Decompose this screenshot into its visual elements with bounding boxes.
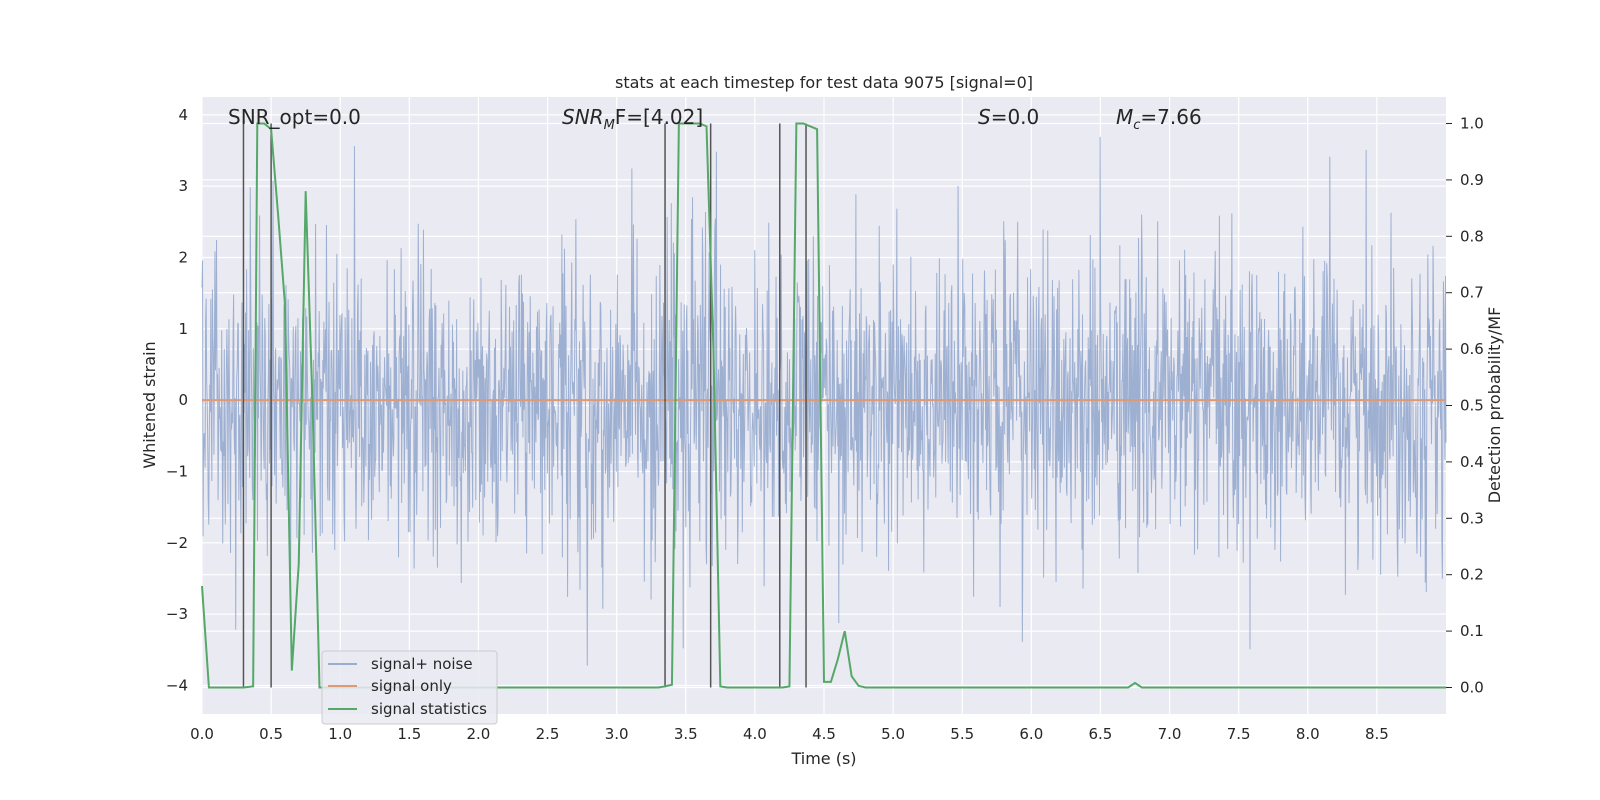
y2-tick-label: 0.2	[1460, 566, 1484, 584]
annotation-snr-mf-rest: F=[4.02]	[615, 105, 703, 129]
x-axis-label: Time (s)	[790, 749, 856, 768]
x-tick-label: 7.0	[1158, 725, 1182, 743]
annotation-snr-mf: SNRMF=[4.02]	[562, 105, 703, 133]
annotation-s-rest: =0.0	[991, 105, 1040, 129]
y-tick-label: −1	[166, 462, 188, 480]
x-tick-label: 5.0	[881, 725, 905, 743]
annotation-s-base: S	[978, 105, 991, 129]
noise-line	[201, 136, 1447, 666]
y2-tick-label: 0.5	[1460, 397, 1484, 415]
x-tick-label: 8.0	[1296, 725, 1320, 743]
x-axis: 0.0 0.5 1.0 1.5 2.0 2.5 3.0 3.5 4.0 4.5 5.0 5.5 6.0 6…	[190, 725, 1389, 743]
x-tick-label: 2.0	[467, 725, 491, 743]
x-tick-label: 3.5	[674, 725, 698, 743]
y2-tick-label: 0.8	[1460, 227, 1484, 245]
y-tick-label: −2	[166, 534, 188, 552]
x-tick-label: 1.5	[397, 725, 421, 743]
x-tick-label: 2.5	[536, 725, 560, 743]
x-tick-label: 1.0	[328, 725, 352, 743]
x-tick-label: 6.0	[1019, 725, 1043, 743]
annotation-mc-rest: =7.66	[1140, 105, 1201, 129]
y-axis-label: Whitened strain	[140, 341, 159, 468]
annotation-snr-mf-base: SNR	[562, 105, 604, 129]
annotation-s: S=0.0	[978, 105, 1039, 129]
x-tick-label: 5.5	[950, 725, 974, 743]
vertical-markers	[242, 123, 807, 688]
x-tick-label: 4.0	[743, 725, 767, 743]
y-axis-right: 1.0 0.9 0.8 0.7 0.6 0.5 0.4 0.3 0.2 0.1 0.0	[1446, 115, 1484, 696]
x-tick-label: 6.5	[1089, 725, 1113, 743]
legend-label-signal-only: signal only	[371, 677, 452, 695]
y-tick-label: 4	[178, 106, 188, 124]
y2-tick-label: 0.7	[1460, 284, 1484, 302]
x-tick-label: 3.0	[605, 725, 629, 743]
signal-statistics-line	[201, 122, 1446, 689]
y2-tick-label: 0.1	[1460, 622, 1484, 640]
legend-box	[321, 650, 498, 725]
y-tick-label: −4	[166, 676, 188, 694]
legend: signal+ noise signal only signal statist…	[321, 650, 498, 725]
annotation-mc-sub: c	[1133, 118, 1140, 133]
annotation-snr-opt: SNR_opt=0.0	[228, 105, 361, 129]
annotation-snr-mf-sub: M	[604, 118, 615, 133]
y-tick-label: 3	[178, 177, 188, 195]
x-tick-label: 0.0	[190, 725, 214, 743]
y2-tick-label: 0.0	[1460, 678, 1484, 696]
y-tick-label: 1	[178, 320, 188, 338]
annotation-mc: Mc=7.66	[1116, 105, 1202, 133]
legend-label-signal-noise: signal+ noise	[371, 655, 473, 673]
annotation-mc-base: M	[1116, 105, 1133, 129]
y2-axis-label: Detection probability/MF	[1485, 307, 1504, 504]
y-tick-label: −3	[166, 605, 188, 623]
x-tick-label: 7.5	[1227, 725, 1251, 743]
x-tick-label: 8.5	[1365, 725, 1389, 743]
y-tick-label: 0	[178, 391, 188, 409]
y2-tick-label: 0.9	[1460, 171, 1484, 189]
legend-label-signal-statistics: signal statistics	[371, 700, 487, 718]
y2-tick-label: 0.4	[1460, 453, 1484, 471]
series-signal-statistics	[201, 122, 1446, 689]
x-tick-label: 0.5	[259, 725, 283, 743]
y-tick-label: 2	[178, 248, 188, 266]
y2-tick-label: 0.3	[1460, 509, 1484, 527]
y2-tick-label: 1.0	[1460, 115, 1484, 133]
y2-tick-label: 0.6	[1460, 340, 1484, 358]
chart-title: stats at each timestep for test data 907…	[615, 73, 1033, 92]
x-tick-label: 4.5	[812, 725, 836, 743]
y-axis-left: 4 3 2 1 0 −1 −2 −3 −4	[166, 106, 188, 695]
series-signal-noise	[201, 136, 1447, 666]
